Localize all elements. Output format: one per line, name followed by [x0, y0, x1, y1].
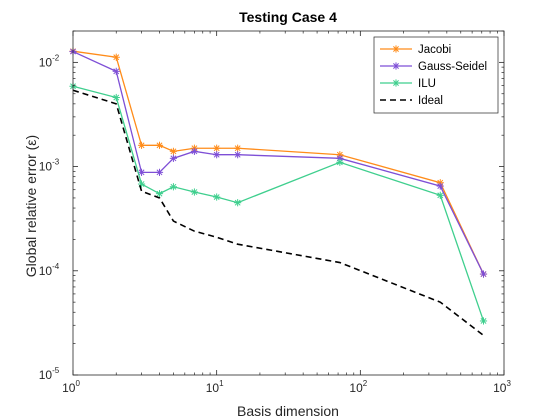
data-point — [155, 141, 164, 149]
y-tick-base: 10 — [39, 55, 53, 69]
y-tick-exponent: -3 — [52, 158, 60, 167]
legend-entry: ILU — [380, 78, 436, 90]
data-point — [112, 53, 120, 61]
series-ideal — [72, 89, 484, 337]
y-tick-base: 10 — [39, 368, 53, 382]
data-point — [112, 67, 120, 75]
x-tick-label: 100 — [62, 379, 80, 395]
data-point — [479, 270, 488, 278]
data-point — [234, 151, 242, 159]
data-point — [234, 199, 242, 207]
legend-entry: Ideal — [380, 95, 443, 107]
legend-marker — [392, 45, 400, 53]
y-tick-label: 10-4 — [39, 262, 60, 278]
legend-label: Gauss-Seidel — [418, 61, 487, 73]
series-gauss-seidel — [69, 47, 488, 278]
x-tick-base: 10 — [62, 381, 76, 395]
data-point — [190, 147, 199, 155]
y-tick-exponent: -4 — [52, 262, 60, 271]
y-tick-label: 10-3 — [39, 158, 60, 174]
data-point — [190, 188, 199, 196]
data-point — [479, 317, 488, 325]
x-tick-exponent: 1 — [219, 379, 224, 388]
legend-label: ILU — [418, 78, 436, 90]
y-tick-base: 10 — [39, 264, 53, 278]
legend-marker — [392, 79, 400, 87]
data-point — [169, 147, 178, 155]
y-tick-base: 10 — [39, 160, 53, 174]
x-tick-exponent: 0 — [75, 379, 80, 388]
x-tick-base: 10 — [493, 381, 507, 395]
x-tick-base: 10 — [349, 381, 363, 395]
legend-entry: Jacobi — [380, 44, 451, 56]
data-point — [155, 168, 164, 176]
data-point — [137, 141, 146, 149]
data-point — [169, 183, 178, 191]
data-point — [213, 151, 221, 159]
x-tick-exponent: 2 — [363, 379, 368, 388]
y-tick-exponent: -2 — [52, 53, 60, 62]
legend-marker — [392, 62, 400, 70]
x-tick-label: 101 — [206, 379, 224, 395]
x-tick-label: 102 — [349, 379, 367, 395]
legend: Jacobi Gauss-Seidel ILU Ideal — [373, 36, 499, 114]
legend-label: Ideal — [418, 95, 443, 107]
data-point — [336, 158, 344, 166]
chart-title: Testing Case 4 — [239, 9, 337, 25]
data-point — [169, 154, 178, 162]
y-axis-label: Global relative error (ε) — [23, 135, 39, 277]
series-ilu — [69, 82, 488, 325]
series-line — [72, 89, 484, 337]
legend-entry: Gauss-Seidel — [380, 61, 487, 73]
x-axis-label: Basis dimension — [237, 403, 339, 419]
x-tick-base: 10 — [206, 381, 220, 395]
x-tick-exponent: 3 — [506, 379, 511, 388]
data-point — [155, 190, 164, 198]
y-tick-label: 10-5 — [39, 366, 60, 382]
axes-frame — [72, 30, 505, 376]
data-point — [213, 144, 221, 152]
legend-label: Jacobi — [418, 44, 451, 56]
x-tick-label: 103 — [493, 379, 511, 395]
data-point — [137, 168, 146, 176]
data-point — [436, 182, 444, 190]
y-tick-label: 10-2 — [39, 53, 60, 69]
data-point — [436, 191, 444, 199]
data-point — [213, 193, 221, 201]
data-point — [137, 180, 146, 188]
y-tick-exponent: -5 — [52, 366, 60, 375]
data-point — [234, 144, 242, 152]
data-point — [112, 93, 120, 102]
